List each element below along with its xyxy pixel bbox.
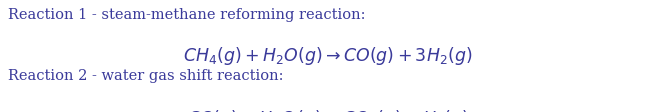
Text: $CH_4(g) + H_2O(g) \rightarrow CO(g) + 3H_2(g)$: $CH_4(g) + H_2O(g) \rightarrow CO(g) + 3… (183, 45, 472, 67)
Text: Reaction 1 - steam-methane reforming reaction:: Reaction 1 - steam-methane reforming rea… (8, 8, 365, 22)
Text: $CO(g) + H_2O\,(g) \rightarrow CO_2(g) + H_2(g)$: $CO(g) + H_2O\,(g) \rightarrow CO_2(g) +… (187, 108, 468, 112)
Text: Reaction 2 - water gas shift reaction:: Reaction 2 - water gas shift reaction: (8, 69, 284, 83)
